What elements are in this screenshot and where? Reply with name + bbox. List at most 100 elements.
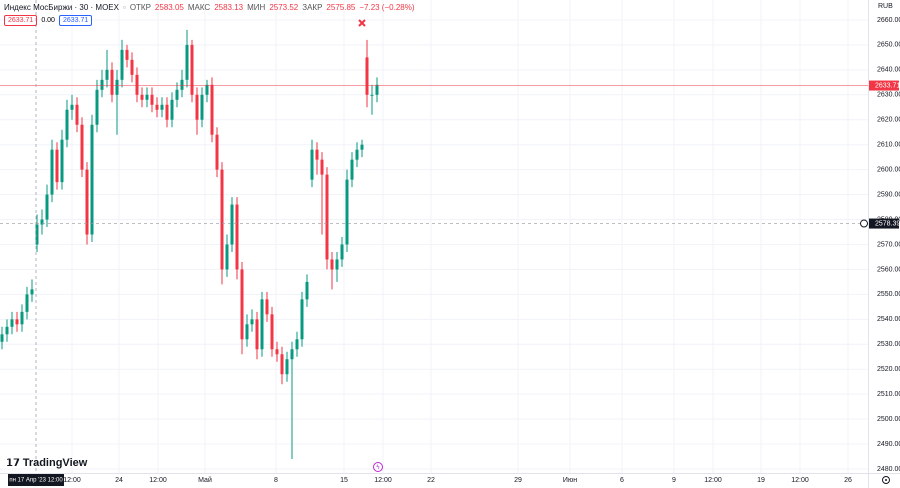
- y-tick-label: 2610.00: [877, 142, 900, 149]
- sell-price[interactable]: 2633.71: [4, 15, 38, 26]
- candle-body: [115, 79, 119, 95]
- candle-body: [230, 204, 234, 245]
- candle-body: [295, 339, 299, 350]
- candle-body: [250, 319, 254, 325]
- candle-body: [365, 57, 369, 95]
- candle-body: [255, 319, 259, 350]
- candle-body: [130, 59, 134, 75]
- candle-body: [195, 94, 199, 120]
- candle-body: [340, 244, 344, 260]
- x-tick-label: 15: [340, 477, 348, 484]
- x-tick-label: 6: [620, 477, 624, 484]
- crosshair-price-box: [869, 218, 899, 229]
- low-value: 2573.52: [269, 3, 299, 12]
- candle-body: [310, 149, 314, 180]
- candle-body: [5, 326, 9, 335]
- candle-body: [50, 149, 54, 195]
- x-tick-label: 24: [115, 477, 123, 484]
- buy-price[interactable]: 2633.71: [58, 15, 93, 26]
- candle-body: [345, 179, 349, 245]
- candle-body: [260, 299, 264, 350]
- spread: 0.00: [41, 17, 55, 24]
- candle-body: [110, 69, 114, 95]
- last-price-box: [869, 80, 899, 91]
- crosshair-price-label: 2578.39: [875, 220, 900, 227]
- candle-body: [235, 204, 239, 270]
- y-tick-label: 2530.00: [877, 341, 900, 348]
- candle-body: [330, 259, 334, 270]
- x-tick-label: 22: [427, 477, 435, 484]
- candle-body: [215, 134, 219, 170]
- candle-body: [375, 84, 379, 95]
- candle-body: [165, 104, 169, 120]
- crosshair-time-label: пн 17 Апр '23 12:00: [9, 478, 63, 484]
- candle-body: [240, 269, 244, 340]
- candle-body: [0, 334, 4, 342]
- y-tick-label: 2570.00: [877, 241, 900, 248]
- candle-body: [55, 149, 59, 183]
- change: −7.23 (−0.28%): [359, 3, 415, 12]
- open-value: 2583.05: [154, 3, 184, 12]
- candle-body: [25, 294, 29, 312]
- candle-body: [145, 94, 149, 100]
- candle-body: [290, 349, 294, 360]
- candle-body: [200, 94, 204, 120]
- x-tick-label: 9: [672, 477, 676, 484]
- y-tick-label: 2540.00: [877, 316, 900, 323]
- candle-body: [80, 124, 84, 170]
- candle-body: [20, 311, 24, 325]
- price-axis-border: [868, 0, 869, 488]
- symbol[interactable]: Индекс МосБиржи · 30 · MOEX: [4, 3, 119, 12]
- candle-body: [150, 94, 154, 105]
- candle-body: [360, 144, 364, 150]
- candle-body: [125, 49, 129, 60]
- x-tick-label: 26: [844, 477, 852, 484]
- y-tick-label: 2660.00: [877, 17, 900, 24]
- trade-boxes: 2633.71 0.00 2633.71: [4, 15, 93, 26]
- candle-body: [175, 89, 179, 100]
- y-tick-label: 2490.00: [877, 441, 900, 448]
- candle-body: [15, 319, 19, 325]
- currency: RUB: [878, 3, 893, 10]
- close-value: 2575.85: [326, 3, 356, 12]
- last-price-label: 2633.71: [875, 82, 900, 89]
- candle-body: [300, 299, 304, 340]
- candle-body: [105, 69, 109, 80]
- legend-icons[interactable]: ▫: [122, 3, 126, 12]
- open-label: ОТКР: [129, 3, 151, 12]
- y-tick-label: 2550.00: [877, 291, 900, 298]
- settings-icon[interactable]: [882, 476, 890, 484]
- x-tick-label: 12:00: [149, 477, 167, 484]
- high-label: МАКС: [187, 3, 211, 12]
- candle-body: [245, 324, 249, 340]
- candle-body: [170, 99, 174, 120]
- candle-body: [270, 314, 274, 350]
- event-icon[interactable]: ϟ: [373, 462, 383, 472]
- time-axis-border: [0, 473, 900, 474]
- candle-body: [180, 79, 184, 90]
- candle-body: [100, 79, 104, 90]
- y-tick-label: 2500.00: [877, 416, 900, 423]
- x-tick-label: 29: [514, 477, 522, 484]
- candle-body: [370, 94, 374, 96]
- candle-body: [305, 281, 309, 300]
- candle-body: [320, 159, 324, 175]
- candle-body: [335, 259, 339, 270]
- close-label: ЗАКР: [302, 3, 323, 12]
- x-tick-label: 12:00: [704, 477, 722, 484]
- x-tick-label: 12:00: [791, 477, 809, 484]
- candle-body: [315, 149, 319, 160]
- logo-text[interactable]: TradingView: [22, 457, 88, 469]
- crosshair-add-icon[interactable]: [860, 219, 868, 228]
- candle-body: [280, 354, 284, 375]
- x-tick-label: 12:00: [63, 477, 81, 484]
- candle-body: [135, 74, 139, 95]
- candle-body: [70, 104, 74, 110]
- candle-body: [350, 159, 354, 180]
- logo[interactable]: 𝟭𝟳 TradingView: [6, 457, 88, 469]
- candle-body: [40, 219, 44, 225]
- candle-body: [65, 109, 69, 140]
- candle-body: [140, 94, 144, 100]
- candle-body: [95, 89, 99, 125]
